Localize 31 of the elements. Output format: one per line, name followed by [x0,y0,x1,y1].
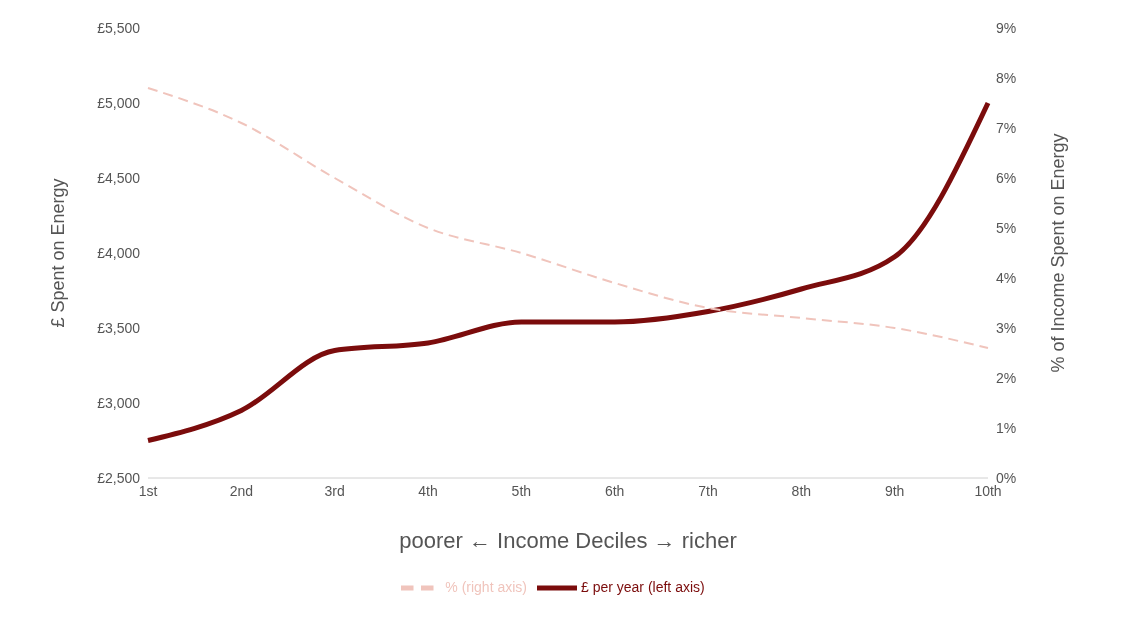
x-tick-label: 9th [884,482,905,499]
y-tick-label: £3,000 [97,394,141,411]
y2-tick-label: 4% [996,269,1017,286]
x-tick-label: 4th [418,482,438,499]
y2-axis-title: % of Income Spent on Energy [1048,133,1069,373]
x-tick-label: 2nd [229,482,254,499]
x-tick-label: 7th [698,482,718,499]
y2-tick-label: 2% [996,369,1017,386]
x-tick-label: 3rd [324,482,345,499]
y-tick-label: £4,500 [97,169,141,186]
x-tick-label: 1st [138,482,158,499]
y2-tick-label: 1% [996,419,1017,436]
x-tick-label: 6th [604,482,625,499]
y-axis-title: £ Spent on Energy [48,178,69,328]
legend-label: £ per year (left axis) [580,578,705,595]
x-tick-label: 8th [791,482,812,499]
y2-tick-label: 6% [996,169,1017,186]
y2-tick-label: 9% [996,19,1017,36]
y2-tick-label: 3% [996,319,1017,336]
y-tick-label: £5,500 [97,19,141,36]
y-tick-label: £4,000 [97,244,141,261]
x-tick-label: 5th [511,482,532,499]
legend-label: % (right axis) [445,578,527,595]
y-tick-label: £5,000 [97,94,141,111]
y-tick-label: £2,500 [97,469,141,486]
x-axis-title: poorer ← Income Deciles → richer [399,528,737,553]
y2-tick-label: 5% [996,219,1017,236]
y2-tick-label: 8% [996,69,1017,86]
y2-tick-label: 7% [996,119,1017,136]
line-series [147,87,989,349]
y-tick-label: £3,500 [97,319,141,336]
